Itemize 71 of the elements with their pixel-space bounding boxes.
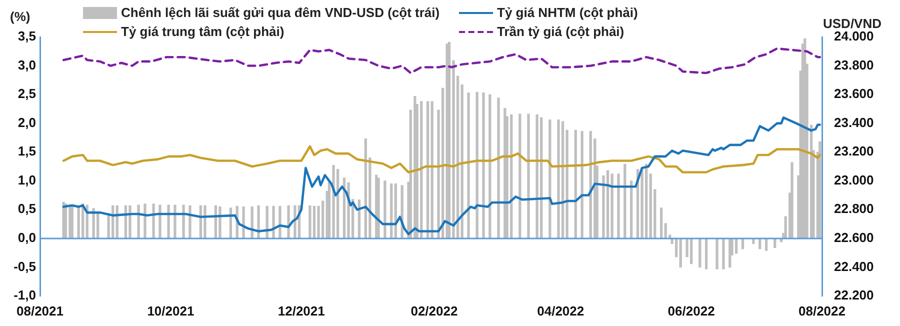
bar bbox=[482, 92, 485, 239]
bar bbox=[660, 208, 663, 239]
bar bbox=[308, 205, 312, 239]
bar bbox=[426, 101, 430, 239]
x-tick-label: 12/2021 bbox=[278, 303, 325, 318]
y-tick-label: 3,5 bbox=[18, 28, 36, 44]
bar bbox=[580, 131, 584, 239]
y-tick-label: 0,0 bbox=[18, 230, 36, 246]
y2-tick-label: 22.800 bbox=[834, 201, 874, 216]
bar bbox=[377, 178, 380, 239]
bar bbox=[722, 238, 725, 270]
bar bbox=[152, 204, 155, 239]
bar bbox=[818, 141, 822, 239]
bar bbox=[144, 204, 146, 239]
y-tick-label: 3,0 bbox=[18, 57, 36, 72]
y-tick-label: 1,5 bbox=[18, 144, 36, 159]
y2-tick-label: 23.800 bbox=[834, 57, 874, 72]
x-tick-label: 10/2021 bbox=[147, 303, 194, 318]
bar bbox=[690, 238, 693, 264]
bar bbox=[321, 200, 324, 239]
bar bbox=[446, 44, 448, 239]
y2-tick-label: 23.400 bbox=[834, 114, 874, 130]
y-tick-label: 2,5 bbox=[18, 86, 36, 102]
bar bbox=[704, 238, 708, 270]
bar bbox=[467, 92, 470, 239]
y-tick-label: 1,0 bbox=[18, 172, 36, 188]
y2-tick-label: 22.400 bbox=[834, 258, 874, 274]
y2-tick-label: 22.600 bbox=[834, 230, 874, 246]
bar bbox=[182, 204, 185, 239]
y2-tick-label: 23.600 bbox=[834, 86, 874, 102]
y-tick-label: 2,0 bbox=[18, 114, 36, 130]
line-series bbox=[62, 47, 822, 74]
y-tick-label: -0,5 bbox=[14, 258, 36, 274]
x-tick-label: 06/2022 bbox=[668, 303, 715, 318]
y2-axis-title: USD/VND bbox=[823, 16, 882, 31]
y2-tick-label: 22.200 bbox=[834, 288, 874, 303]
y2-tick-label: 23.000 bbox=[834, 172, 874, 188]
bar bbox=[384, 180, 386, 239]
bar bbox=[448, 42, 451, 239]
bar bbox=[497, 98, 500, 239]
bar bbox=[790, 162, 794, 239]
y-tick-label: 0,5 bbox=[18, 201, 36, 216]
bar bbox=[430, 101, 434, 239]
legend-label: Tỷ giá NHTM (cột phải) bbox=[497, 5, 638, 20]
x-tick-label: 04/2022 bbox=[537, 303, 584, 318]
bar bbox=[610, 174, 614, 239]
bar bbox=[527, 114, 530, 239]
legend-label: Chênh lệch lãi suất gửi qua đêm VND-USD (cột trái) bbox=[121, 5, 440, 20]
bar bbox=[698, 238, 702, 268]
legend-label: Tỷ giá trung tâm (cột phải) bbox=[121, 24, 284, 39]
bar bbox=[174, 204, 176, 239]
bar bbox=[716, 238, 718, 270]
x-tick-label: 02/2022 bbox=[410, 303, 458, 318]
y-tick-label: -1,0 bbox=[14, 288, 36, 303]
y-axis-title: (%) bbox=[10, 9, 30, 24]
bar bbox=[649, 174, 652, 239]
y2-tick-label: 23.200 bbox=[834, 144, 874, 159]
x-tick-label: 08/2022 bbox=[798, 303, 846, 318]
bar bbox=[312, 206, 316, 239]
bar bbox=[617, 174, 620, 239]
y2-tick-label: 24.000 bbox=[834, 28, 874, 44]
bar bbox=[167, 204, 170, 239]
bar bbox=[137, 204, 140, 239]
x-tick-label: 08/2021 bbox=[16, 303, 64, 318]
bar bbox=[476, 92, 478, 239]
legend-label: Trần tỷ giá (cột phải) bbox=[497, 24, 624, 39]
bar bbox=[557, 120, 560, 239]
bar bbox=[536, 114, 538, 239]
bar bbox=[640, 167, 644, 239]
bar bbox=[158, 204, 162, 239]
bar bbox=[679, 238, 682, 268]
